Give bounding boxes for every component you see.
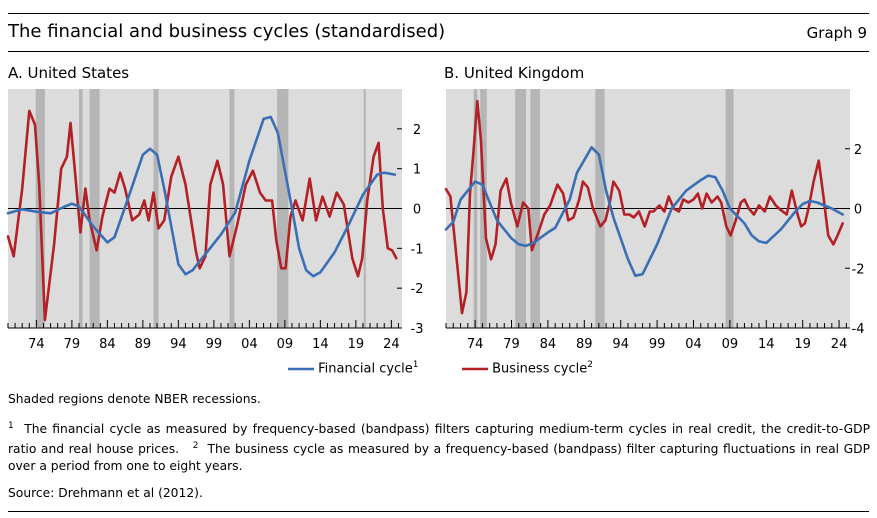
- y-tick-label: -3: [411, 322, 424, 337]
- x-tick-label: 84: [540, 337, 557, 352]
- panel-b-chart: 2 0 -2 -4 74 79 84 89 94 99 04 09 14 19 24: [444, 89, 865, 352]
- panel-a-title: A. United States: [8, 64, 130, 82]
- header-rule: [8, 13, 869, 14]
- x-tick-label: 09: [722, 337, 739, 352]
- source-note: Source: Drehmann et al (2012).: [8, 486, 203, 500]
- legend-business-label: Business cycle: [492, 361, 588, 377]
- x-tick-label: 04: [241, 337, 258, 352]
- x-tick-label: 74: [28, 337, 45, 352]
- legend-business: Business cycle2: [462, 360, 593, 376]
- page-title: The financial and business cycles (stand…: [8, 21, 446, 42]
- x-tick-label: 09: [277, 337, 294, 352]
- x-tick-label: 99: [206, 337, 223, 352]
- legend-financial-note: 1: [412, 360, 419, 370]
- x-tick-label: 94: [170, 337, 187, 352]
- x-tick-label: 74: [467, 337, 484, 352]
- y-tick-label: -2: [852, 262, 865, 277]
- y-tick-label: -2: [411, 282, 424, 297]
- legend-financial-swatch: [288, 367, 314, 371]
- x-tick-label: 79: [503, 337, 520, 352]
- x-tick-label: 19: [348, 337, 365, 352]
- x-tick-label: 89: [576, 337, 593, 352]
- y-tick-label: 0: [854, 203, 862, 218]
- x-tick-label: 99: [649, 337, 666, 352]
- footnote-2: The business cycle as measured by a freq…: [8, 442, 870, 474]
- footnote-1-mark: 1: [8, 421, 14, 431]
- graph-number: Graph 9: [806, 24, 867, 42]
- title-rule: [8, 51, 869, 52]
- x-tick-label: 94: [612, 337, 629, 352]
- y-tick-label: 2: [413, 123, 421, 138]
- x-tick-label: 24: [831, 337, 848, 352]
- panel-b-title: B. United Kingdom: [444, 64, 585, 82]
- x-tick-label: 89: [135, 337, 152, 352]
- y-tick-label: 2: [854, 143, 862, 158]
- footnote-2-mark: 2: [192, 441, 199, 452]
- x-tick-label: 14: [312, 337, 329, 352]
- x-tick-label: 79: [64, 337, 81, 352]
- legend-financial: Financial cycle1: [288, 360, 419, 376]
- legend-business-swatch: [462, 367, 488, 371]
- legend-financial-label: Financial cycle: [318, 361, 413, 377]
- footnote-1: The financial cycle as measured by frequ…: [8, 422, 870, 457]
- y-tick-label: -1: [411, 242, 424, 257]
- y-tick-label: 1: [413, 163, 421, 178]
- x-tick-label: 19: [794, 337, 811, 352]
- business-cycle-line: [6, 109, 398, 322]
- x-tick-label: 84: [99, 337, 116, 352]
- business-cycle-line: [444, 99, 844, 315]
- x-tick-label: 04: [685, 337, 702, 352]
- x-tick-label: 24: [383, 337, 400, 352]
- footer-rule: [8, 511, 869, 512]
- footnotes: 1 The financial cycle as measured by fre…: [8, 418, 870, 475]
- shading-note: Shaded regions denote NBER recessions.: [8, 392, 261, 406]
- panel-a-chart: 2 1 0 -1 -2 -3 74 79 84 89 94 99 04 09 14 19 24: [6, 89, 424, 352]
- y-tick-label: -4: [852, 322, 865, 337]
- legend-business-note: 2: [587, 360, 593, 370]
- y-tick-label: 0: [413, 203, 421, 218]
- financial-cycle-line: [444, 146, 844, 277]
- x-tick-label: 14: [758, 337, 775, 352]
- financial-cycle-line: [6, 115, 397, 278]
